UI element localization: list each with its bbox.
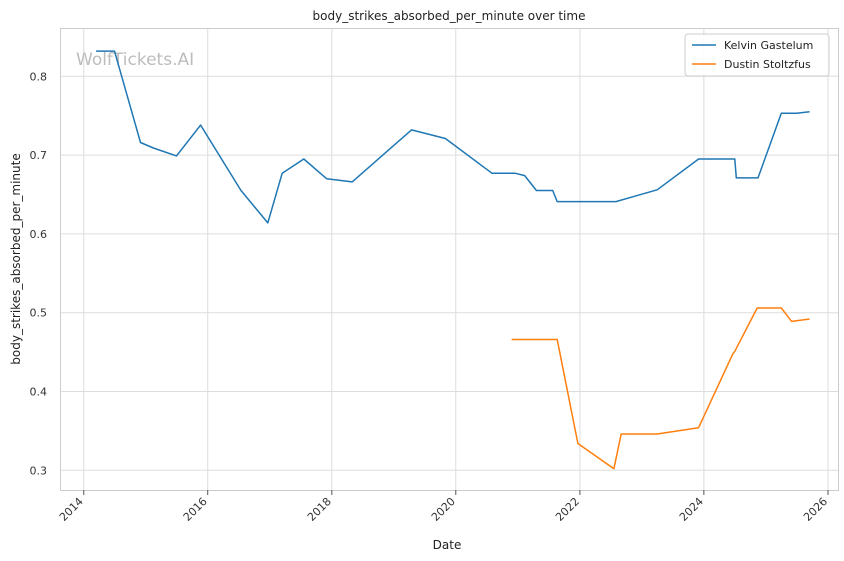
chart-title: body_strikes_absorbed_per_minute over ti… — [313, 9, 586, 23]
y-tick-label: 0.4 — [30, 385, 48, 398]
y-tick-label: 0.6 — [30, 228, 48, 241]
series-line-kelvin-gastelum — [96, 50, 810, 224]
legend-label-dustin-stoltzfus: Dustin Stoltzfus — [724, 58, 811, 71]
y-tick-label: 0.3 — [30, 464, 48, 477]
y-tick-labels: 0.3 0.4 0.5 0.6 0.7 0.8 — [30, 70, 48, 477]
legend: Kelvin Gastelum Dustin Stoltzfus — [684, 33, 830, 77]
watermark: WolfTickets.AI — [76, 50, 194, 70]
y-tick-label: 0.7 — [30, 149, 48, 162]
y-tick-label: 0.8 — [30, 70, 48, 83]
series-lines — [96, 50, 810, 470]
y-tick-label: 0.5 — [30, 307, 48, 320]
plot-frame — [60, 28, 839, 491]
legend-box — [684, 33, 830, 77]
legend-label-kelvin-gastelum: Kelvin Gastelum — [724, 39, 813, 52]
x-axis-label: Date — [433, 538, 462, 552]
y-axis-label: body_strikes_absorbed_per_minute — [9, 153, 23, 364]
series-line-dustin-stoltzfus — [511, 307, 810, 470]
